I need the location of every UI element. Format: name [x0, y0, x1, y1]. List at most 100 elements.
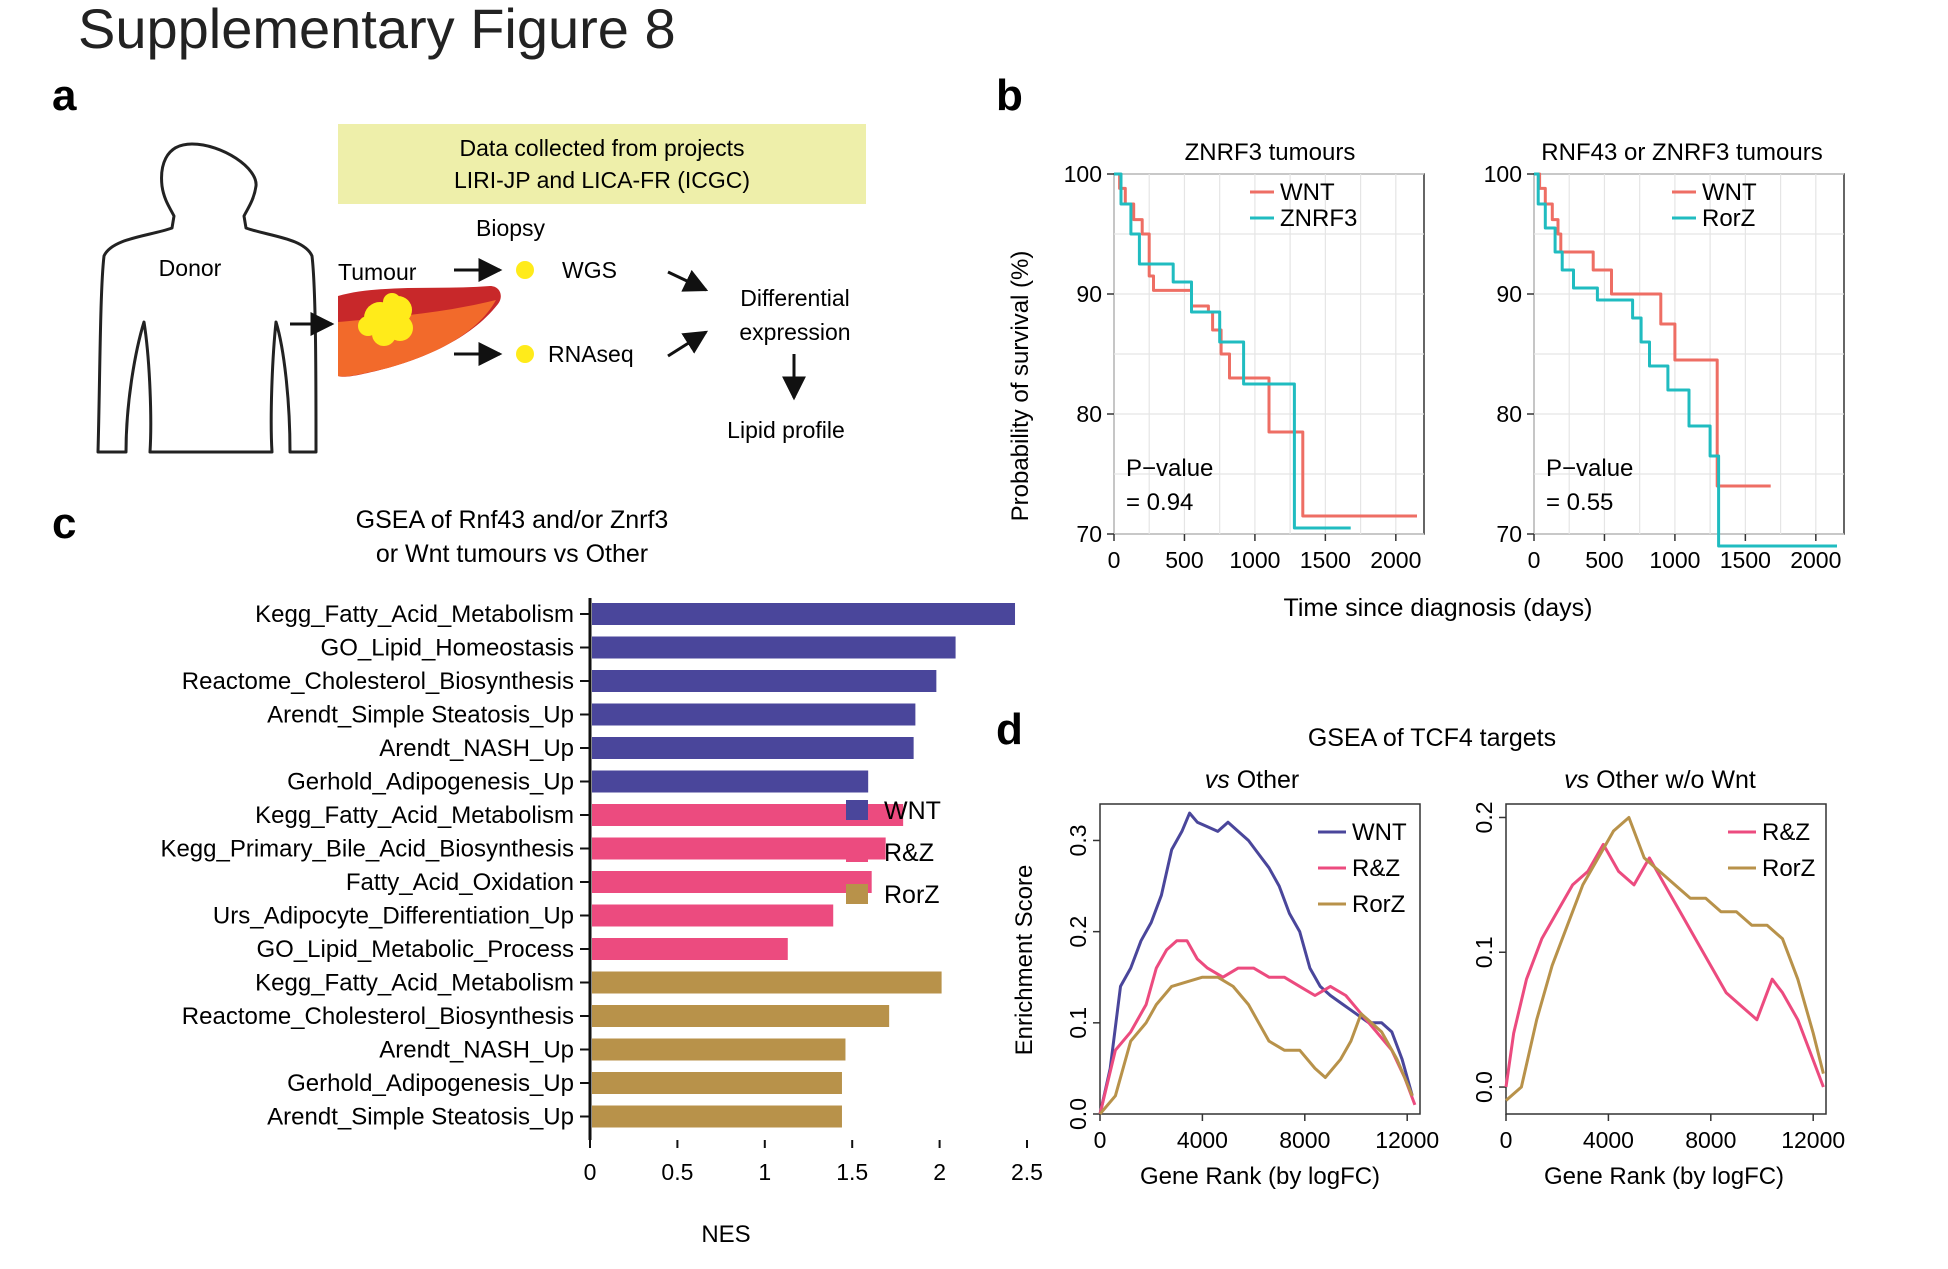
km-left-ytick-label-2: 80 — [1076, 401, 1102, 427]
panel-a: a Data collected from projects LIRI-JP a… — [52, 71, 866, 454]
gsea-right-subtitle-vs: vs — [1564, 766, 1589, 794]
km-left-series-1 — [1114, 172, 1351, 530]
gsea-right-legend-label-1: RorZ — [1762, 855, 1815, 882]
km-right-series-0 — [1534, 172, 1771, 488]
nes-category-label-1: GO_Lipid_Homeostasis — [321, 635, 574, 662]
km-right-pvalue-line2: = 0.55 — [1546, 489, 1613, 516]
tumour-blob — [358, 293, 413, 346]
banner-line2: LIRI-JP and LICA-FR (ICGC) — [454, 167, 750, 193]
panel-d: d GSEA of TCF4 targets Enrichment Score … — [996, 705, 1845, 1190]
km-left-ytick-label-3: 70 — [1076, 521, 1102, 547]
nes-legend-key-wnt — [846, 800, 868, 820]
data-source-banner — [338, 124, 866, 204]
km-right-ytick-label-1: 90 — [1496, 281, 1522, 307]
gsea-left-xlabel: Gene Rank (by logFC) — [1140, 1163, 1380, 1190]
donor-silhouette — [96, 142, 318, 454]
nes-xlabel: NES — [701, 1221, 750, 1248]
km-right-lines — [1534, 172, 1837, 548]
nes-bar-13 — [592, 1038, 846, 1061]
gsea-left-series-2 — [1098, 975, 1414, 1115]
nes-category-label-7: Kegg_Primary_Bile_Acid_Biosynthesis — [160, 836, 574, 863]
gsea-left-subtitle-rest: Other — [1230, 766, 1299, 794]
nes-title-line1: GSEA of Rnf43 and/or Znrf3 — [356, 506, 669, 534]
nes-xtick-label-3: 1.5 — [836, 1159, 868, 1185]
gsea-right-series-1 — [1505, 816, 1825, 1102]
rnaseq-to-de-arrow — [667, 330, 709, 358]
gsea-right-axes: 0.0 0.1 0.2 0 4000 8000 12000 — [1471, 801, 1845, 1153]
gsea-left-subtitle-vs: vs — [1205, 766, 1230, 794]
km-right-title: RNF43 or ZNRF3 tumours — [1541, 139, 1822, 166]
nes-bar-4 — [592, 737, 914, 759]
km-right-pvalue-line1: P−value — [1546, 455, 1633, 482]
nes-bar-2 — [592, 670, 937, 692]
gsea-right-xtick-label-2: 8000 — [1685, 1127, 1736, 1153]
km-right-legend: WNT RorZ — [1672, 179, 1757, 232]
gsea-title: GSEA of TCF4 targets — [1308, 724, 1556, 752]
gsea-left-series-0 — [1098, 811, 1414, 1115]
km-left-xtick-label-0: 0 — [1108, 547, 1121, 573]
km-left-ytick-label-0: 100 — [1064, 161, 1102, 187]
nes-category-label-2: Reactome_Cholesterol_Biosynthesis — [182, 668, 574, 695]
tumour-label: Tumour — [338, 259, 417, 285]
nes-category-label-4: Arendt_NASH_Up — [379, 735, 574, 762]
gsea-left-legend: WNT R&Z RorZ — [1318, 819, 1407, 918]
nes-bar-1 — [592, 636, 956, 659]
km-right-legend-label-1: RorZ — [1702, 205, 1755, 232]
km-right-ytick-label-3: 70 — [1496, 521, 1522, 547]
gsea-right-legend-label-0: R&Z — [1762, 819, 1810, 846]
nes-bar-9 — [592, 904, 834, 927]
gsea-left-ytick-label-0: 0.0 — [1065, 1098, 1091, 1130]
gsea-right-xtick-label-0: 0 — [1500, 1127, 1513, 1153]
km-left-lines — [1114, 172, 1417, 530]
nes-xtick-label-0: 0 — [584, 1159, 597, 1185]
km-xlabel: Time since diagnosis (days) — [1284, 594, 1593, 622]
wgs-label: WGS — [562, 257, 617, 283]
nes-bar-15 — [592, 1105, 842, 1128]
nes-legend-label-0: WNT — [884, 797, 941, 825]
gsea-left-legend-label-1: R&Z — [1352, 855, 1400, 882]
gsea-ylabel: Enrichment Score — [1011, 865, 1038, 1056]
panel-label-d: d — [996, 705, 1023, 754]
nes-legend-key-rorz — [846, 884, 868, 904]
km-right-xtick-label-1: 500 — [1585, 547, 1623, 573]
km-ylabel: Probability of survival (%) — [1007, 251, 1034, 522]
km-left-xtick-label-2: 1000 — [1229, 547, 1280, 573]
nes-category-label-13: Arendt_NASH_Up — [379, 1037, 574, 1064]
km-right-xtick-label-2: 1000 — [1649, 547, 1700, 573]
gsea-right-subtitle: vs Other w/o Wnt — [1564, 766, 1756, 794]
nes-category-label-12: Reactome_Cholesterol_Biosynthesis — [182, 1003, 574, 1030]
km-left-pvalue-line2: = 0.94 — [1126, 489, 1193, 516]
de-label-line1: Differential — [740, 285, 850, 311]
gsea-left-legend-label-2: RorZ — [1352, 891, 1405, 918]
km-right-xtick-label-4: 2000 — [1790, 547, 1841, 573]
nes-bar-7 — [592, 837, 886, 860]
gsea-left-axes: 0.0 0.1 0.2 0.3 0 4000 8000 12000 — [1065, 824, 1439, 1153]
de-label-line2: expression — [739, 319, 850, 345]
km-left-xtick-label-3: 1500 — [1300, 547, 1351, 573]
panel-b: b Probability of survival (%) Time since… — [996, 71, 1845, 622]
km-right-axes: 100 90 80 700 500 1000 1500 2000 — [1484, 161, 1842, 573]
gsea-left-subtitle: vs Other — [1205, 766, 1299, 794]
nes-bar-6 — [592, 804, 904, 826]
nes-bar-5 — [592, 770, 869, 793]
km-right-xtick-label-0: 0 — [1528, 547, 1541, 573]
gsea-right-ytick-label-2: 0.2 — [1471, 801, 1497, 833]
nes-chart: Kegg_Fatty_Acid_Metabolism GO_Lipid_Homeo… — [160, 598, 1043, 1185]
nes-bar-10 — [592, 938, 788, 960]
gsea-left-xtick-label-3: 12000 — [1375, 1127, 1439, 1153]
nes-category-label-0: Kegg_Fatty_Acid_Metabolism — [255, 601, 574, 628]
km-right-series-1 — [1534, 172, 1837, 548]
nes-xtick-label-2: 1 — [758, 1159, 771, 1185]
km-left-legend-label-0: WNT — [1280, 179, 1335, 206]
km-right-legend-label-0: WNT — [1702, 179, 1757, 206]
nes-bar-11 — [592, 971, 942, 994]
nes-bar-0 — [592, 603, 1016, 625]
gsea-left-ytick-label-3: 0.3 — [1065, 824, 1091, 856]
nes-category-label-5: Gerhold_Adipogenesis_Up — [287, 769, 574, 796]
gsea-left-plot-bg — [1099, 803, 1421, 1115]
nes-xtick-label-4: 2 — [933, 1159, 946, 1185]
gsea-right-xtick-label-1: 4000 — [1583, 1127, 1634, 1153]
gsea-right-xtick-label-3: 12000 — [1781, 1127, 1845, 1153]
km-left-title: ZNRF3 tumours — [1185, 139, 1356, 166]
km-right-ytick-label-2: 80 — [1496, 401, 1522, 427]
